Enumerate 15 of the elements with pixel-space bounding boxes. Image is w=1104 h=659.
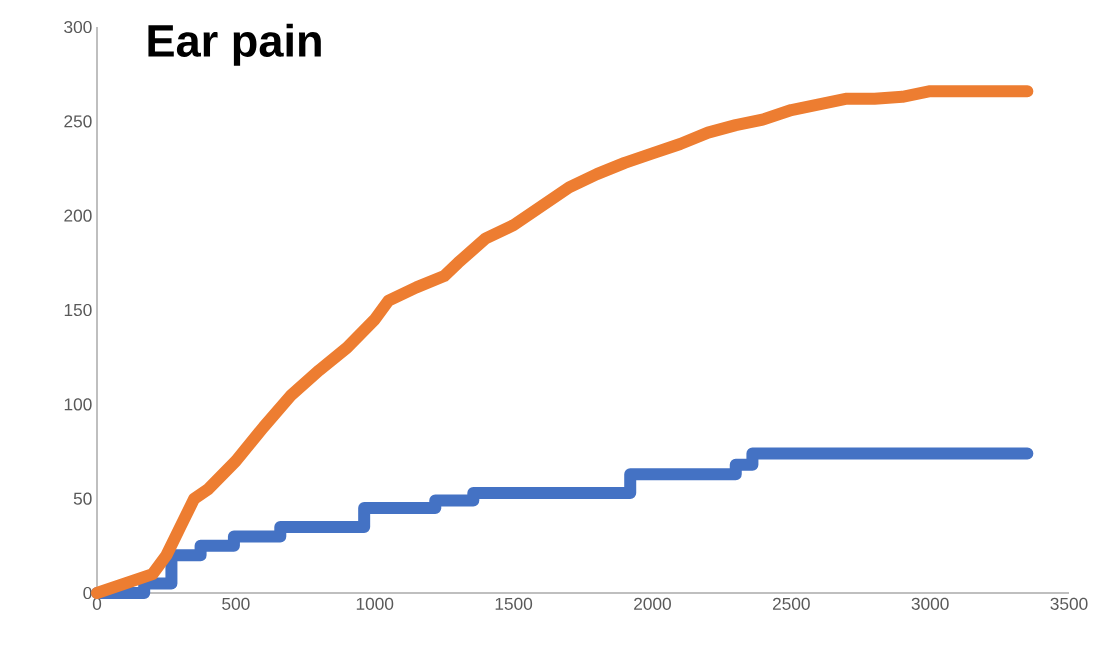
x-tick-label: 1000 — [356, 597, 394, 610]
y-tick-label: 250 — [64, 115, 92, 128]
x-tick-label: 500 — [222, 597, 250, 610]
y-tick-label: 50 — [73, 492, 92, 505]
x-tick-label: 1500 — [495, 597, 533, 610]
x-tick-label: 2500 — [772, 597, 810, 610]
y-tick-label: 0 — [83, 586, 92, 600]
y-tick-label: 150 — [64, 303, 92, 317]
x-tick-label: 2000 — [634, 597, 671, 610]
y-tick-label: 200 — [64, 209, 92, 222]
y-tick-label: 100 — [64, 398, 92, 411]
y-tick-label: 300 — [64, 20, 92, 34]
x-tick-label: 3000 — [911, 597, 949, 610]
chart-title: Ear pain — [148, 23, 321, 66]
x-tick-label: 3500 — [1050, 597, 1088, 610]
